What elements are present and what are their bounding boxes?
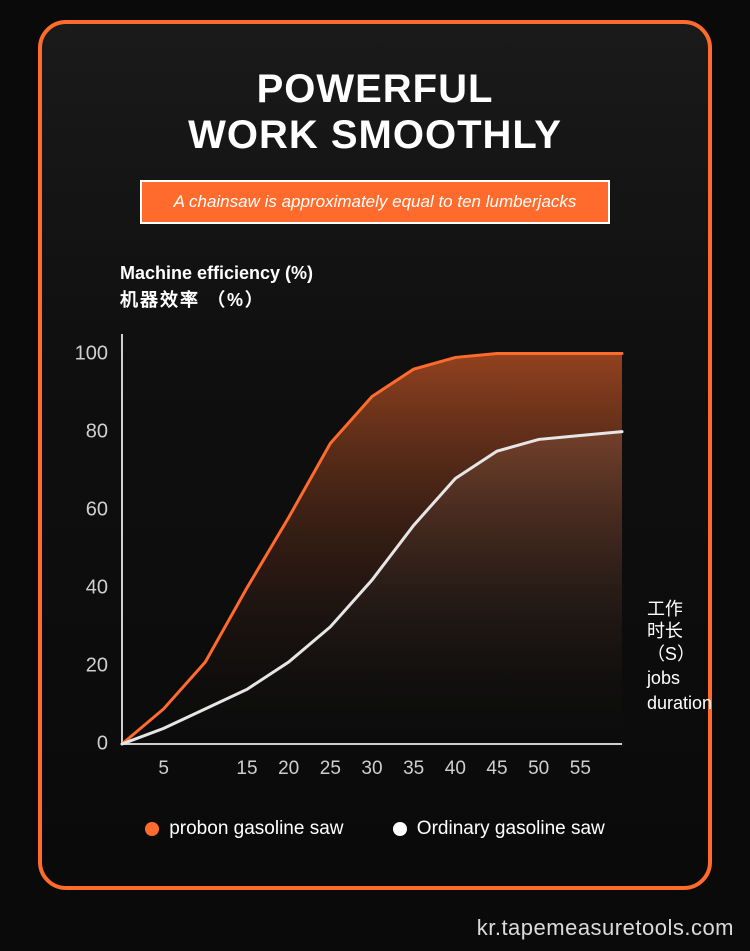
- headline-line-1: POWERFUL: [42, 66, 708, 112]
- card-frame: POWERFUL WORK SMOOTHLY A chainsaw is app…: [38, 20, 712, 890]
- x-tick-label: 55: [570, 758, 591, 780]
- x-tick-label: 45: [486, 758, 507, 780]
- y-axis-title-en: Machine efficiency (%): [120, 260, 313, 287]
- y-tick-label: 100: [75, 342, 108, 365]
- efficiency-chart: [112, 324, 692, 754]
- y-axis-title-zh: 机器效率 （%）: [120, 287, 313, 314]
- x-tick-label: 50: [528, 758, 549, 780]
- y-tick-label: 0: [97, 733, 108, 756]
- x-tick-label: 40: [445, 758, 466, 780]
- x-axis-title-zh-1: 工作: [647, 598, 712, 621]
- subtitle-banner: A chainsaw is approximately equal to ten…: [140, 180, 610, 224]
- legend-item-probon: probon gasoline saw: [145, 818, 343, 840]
- legend-label-ordinary: Ordinary gasoline saw: [417, 818, 605, 840]
- x-axis-title: 工作 时长 （S） jobs duration: [647, 598, 712, 715]
- x-axis-title-en-1: jobs: [647, 667, 712, 690]
- x-tick-label: 30: [361, 758, 382, 780]
- legend: probon gasoline saw Ordinary gasoline sa…: [42, 818, 708, 842]
- y-tick-label: 60: [86, 498, 108, 521]
- y-tick-label: 20: [86, 654, 108, 677]
- y-tick-label: 40: [86, 576, 108, 599]
- x-ticks: 5 15 20 25 30 35 40 45 50 55: [112, 758, 692, 788]
- x-axis-title-zh-2: 时长: [647, 620, 712, 643]
- legend-label-probon: probon gasoline saw: [169, 818, 343, 840]
- legend-dot-icon: [393, 822, 407, 836]
- legend-item-ordinary: Ordinary gasoline saw: [393, 818, 605, 840]
- y-axis-title: Machine efficiency (%) 机器效率 （%）: [120, 260, 313, 314]
- x-tick-label: 15: [236, 758, 257, 780]
- headline-line-2: WORK SMOOTHLY: [42, 112, 708, 158]
- x-axis-title-zh-3: （S）: [647, 643, 712, 666]
- y-tick-label: 80: [86, 420, 108, 443]
- x-axis-title-en-2: duration: [647, 692, 712, 715]
- x-tick-label: 20: [278, 758, 299, 780]
- watermark-text: kr.tapemeasuretools.com: [477, 915, 734, 941]
- chart-area: 020406080100 5152025303540455055 工作 时长 （…: [112, 324, 692, 754]
- x-tick-label: 35: [403, 758, 424, 780]
- legend-dot-icon: [145, 822, 159, 836]
- x-tick-label: 25: [320, 758, 341, 780]
- headline: POWERFUL WORK SMOOTHLY: [42, 66, 708, 158]
- y-ticks: 0 20 40 60 80 100: [68, 324, 108, 754]
- x-tick-label: 5: [158, 758, 169, 780]
